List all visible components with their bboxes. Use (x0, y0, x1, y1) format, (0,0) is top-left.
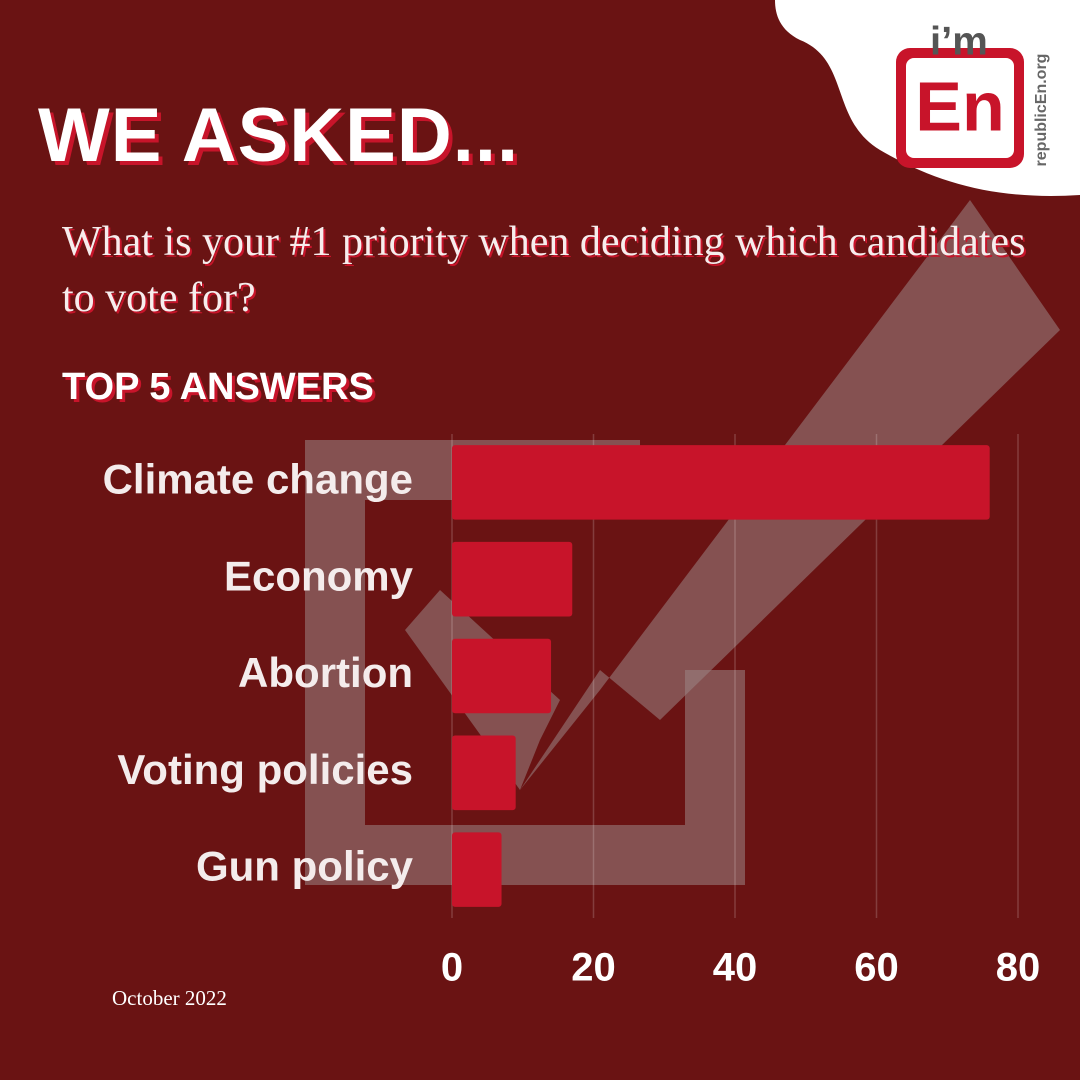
bar (452, 445, 990, 520)
y-tick-label: Abortion (238, 649, 413, 696)
footnote: October 2022 (112, 986, 227, 1010)
subtitle: What is your #1 priority when deciding w… (62, 219, 1026, 321)
x-tick-label: 80 (996, 946, 1041, 990)
y-tick-label: Economy (224, 552, 414, 599)
y-tick-label: Voting policies (117, 746, 413, 793)
y-tick-label: Climate change (103, 455, 413, 502)
bar (452, 832, 502, 907)
bar (452, 735, 516, 811)
bar (452, 638, 552, 714)
x-tick-label: 20 (571, 946, 616, 990)
x-tick-label: 60 (854, 946, 899, 990)
logo: i’m En republicEn.org (896, 20, 1050, 168)
x-tick-label: 0 (441, 946, 463, 990)
logo-url: republicEn.org (1033, 54, 1050, 167)
heading: TOP 5 ANSWERS (62, 366, 374, 408)
x-tick-label: 40 (713, 946, 758, 990)
y-tick-label: Gun policy (196, 843, 414, 890)
title: WE ASKED... (38, 93, 520, 178)
logo-top: i’m (930, 20, 988, 64)
bar (452, 541, 573, 617)
logo-main: En (915, 67, 1004, 145)
